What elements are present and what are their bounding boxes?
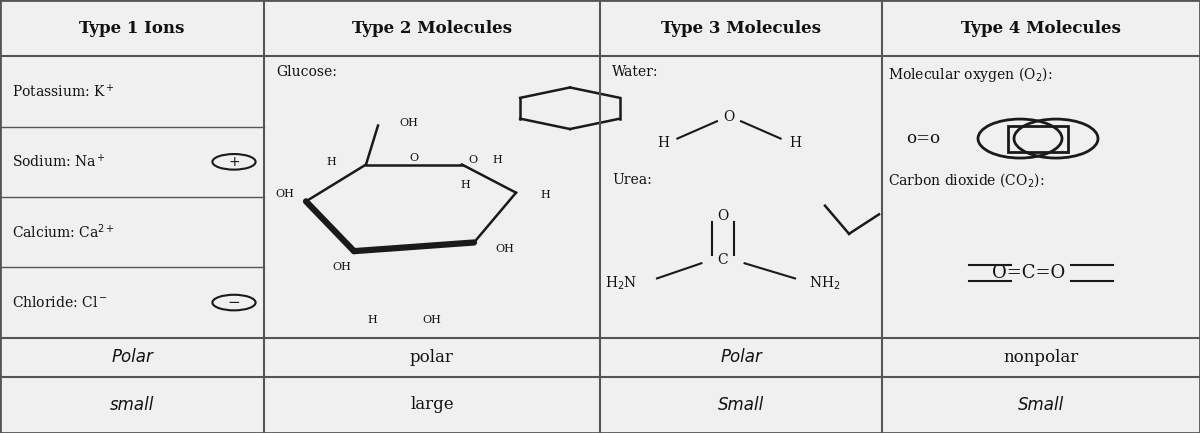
- Text: Carbon dioxide (CO$_2$):: Carbon dioxide (CO$_2$):: [888, 171, 1044, 189]
- Text: Molecular oxygen (O$_2$):: Molecular oxygen (O$_2$):: [888, 65, 1052, 84]
- Text: H$_2$N: H$_2$N: [605, 275, 637, 292]
- Text: Glucose:: Glucose:: [276, 65, 337, 79]
- Text: H: H: [460, 180, 470, 190]
- Text: H: H: [540, 190, 550, 200]
- Text: polar: polar: [410, 349, 454, 366]
- Text: H: H: [492, 155, 502, 165]
- Text: +: +: [228, 155, 240, 169]
- Text: H: H: [658, 136, 670, 150]
- Text: Small: Small: [1018, 396, 1064, 414]
- Text: Type 2 Molecules: Type 2 Molecules: [352, 19, 512, 37]
- Text: small: small: [110, 396, 154, 414]
- Text: H: H: [367, 315, 377, 326]
- Text: nonpolar: nonpolar: [1003, 349, 1079, 366]
- Text: OH: OH: [496, 244, 515, 254]
- Text: OH: OH: [332, 262, 352, 272]
- Text: Type 3 Molecules: Type 3 Molecules: [661, 19, 821, 37]
- Text: C: C: [718, 253, 728, 267]
- Text: OH: OH: [400, 118, 419, 129]
- Text: NH$_2$: NH$_2$: [809, 275, 841, 292]
- Text: Potassium: K$^+$: Potassium: K$^+$: [12, 83, 115, 100]
- Text: H: H: [326, 157, 336, 168]
- Text: −: −: [228, 295, 240, 310]
- Text: Type 1 Ions: Type 1 Ions: [79, 19, 185, 37]
- Text: OH: OH: [422, 315, 442, 326]
- Text: O: O: [468, 155, 478, 165]
- Text: Polar: Polar: [112, 348, 152, 366]
- Text: H: H: [790, 136, 802, 150]
- Text: Chloride: Cl$^-$: Chloride: Cl$^-$: [12, 295, 108, 310]
- Text: O: O: [718, 210, 728, 223]
- Text: O: O: [409, 153, 419, 163]
- Text: Urea:: Urea:: [612, 173, 652, 187]
- Text: Calcium: Ca$^{2+}$: Calcium: Ca$^{2+}$: [12, 223, 115, 242]
- Text: Water:: Water:: [612, 65, 659, 79]
- Text: Sodium: Na$^+$: Sodium: Na$^+$: [12, 153, 106, 171]
- Text: O=C=O: O=C=O: [992, 264, 1066, 282]
- Text: o=o: o=o: [906, 130, 940, 147]
- Text: large: large: [410, 396, 454, 414]
- Text: Polar: Polar: [720, 348, 762, 366]
- Text: Small: Small: [718, 396, 764, 414]
- Text: OH: OH: [275, 188, 294, 199]
- Text: O: O: [724, 110, 734, 124]
- Text: Type 4 Molecules: Type 4 Molecules: [961, 19, 1121, 37]
